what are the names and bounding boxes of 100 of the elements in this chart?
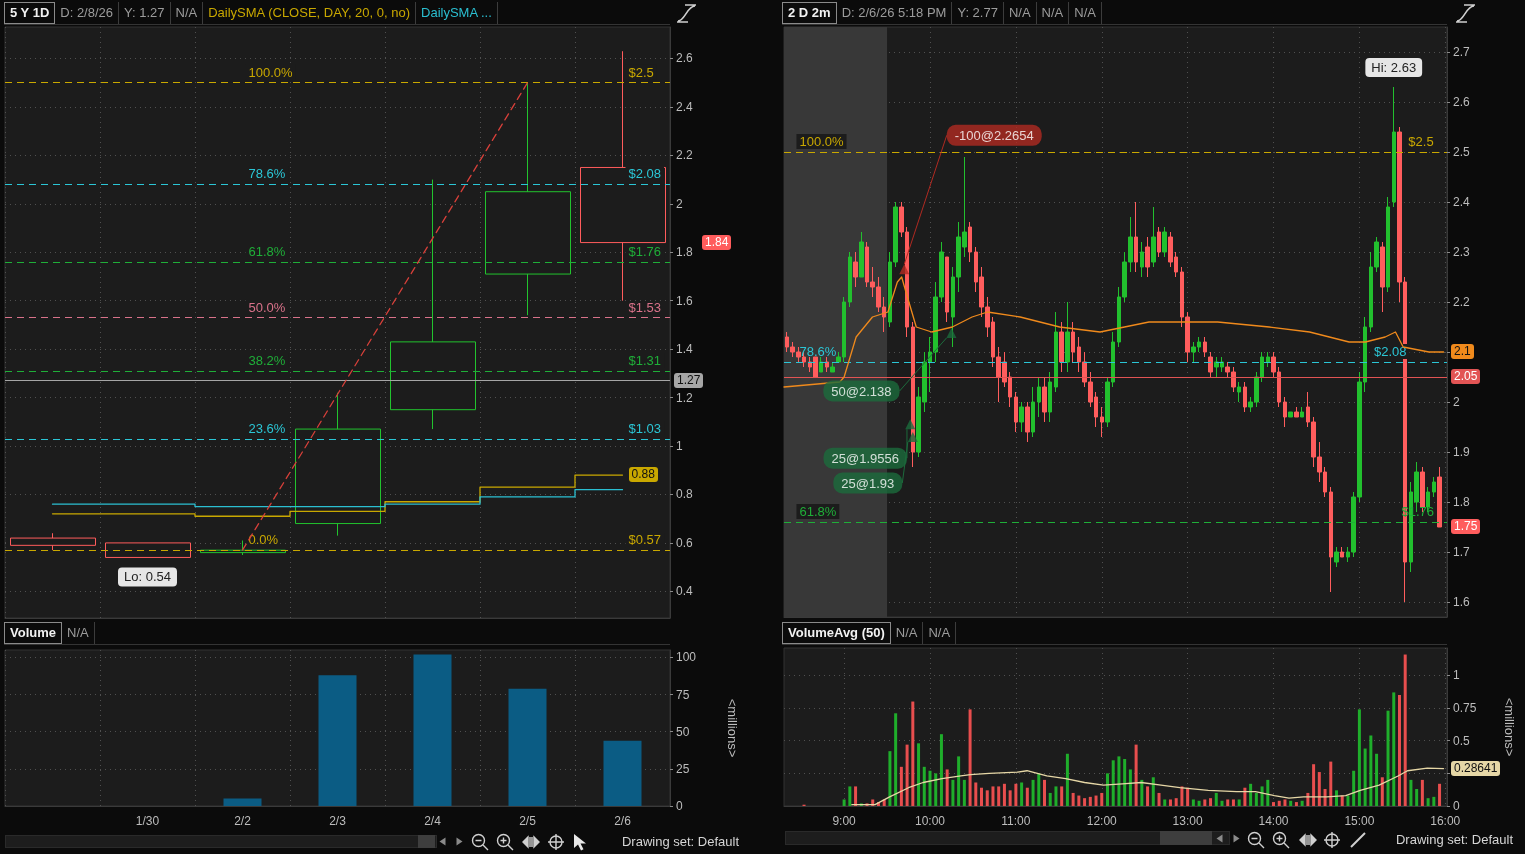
candlestick [1145,236,1150,278]
bar [1174,798,1178,806]
text: Drawing set: Default [621,834,739,850]
y-tick-label: 25 [676,761,690,776]
bar [1438,783,1442,806]
x-tick-label: 2/6 [614,814,632,828]
bar [974,782,978,806]
bar [1432,796,1436,806]
bar [1254,792,1258,806]
candlestick [1334,546,1339,568]
candlestick [105,542,191,558]
annotation: $0.57 [628,532,662,548]
x-tick-label: 9:00 [832,814,856,828]
bar [1283,799,1287,806]
candlestick [1140,241,1144,278]
candlestick [1054,311,1058,393]
candlestick [1059,321,1064,373]
bar [1397,695,1401,806]
annotation: $2.08 [1373,344,1407,359]
annotation: 0.0% [248,532,279,548]
candlestick [1329,486,1333,593]
annotation: 23.6% [248,420,286,436]
candlestick [1392,86,1396,208]
bar [939,734,943,806]
annotation: 61.8% [248,243,286,259]
text: N/A [1069,2,1102,24]
bar [1426,798,1430,806]
text: N/A [1003,2,1037,24]
x-tick-label: 11:00 [1001,814,1031,828]
y-tick-label: 1.9 [1453,445,1471,459]
data-label: 2.1 [1451,344,1474,359]
bar [1197,800,1201,806]
text: N/A [62,622,95,644]
candlestick [1100,406,1104,438]
candlestick [1071,321,1075,363]
annotation: 61.8% [799,504,837,519]
chart-title: VolumeAvg (50) [782,622,891,644]
point [899,264,910,275]
y-tick-label: 2.7 [1453,45,1471,59]
bar [1300,800,1304,806]
bar [1134,744,1138,806]
annotation: $1.76 [628,243,662,259]
bar [1054,786,1058,806]
bar [1140,779,1144,806]
chart-title: 2 D 2m [782,2,837,24]
bar [1260,786,1264,806]
bar [1077,795,1081,806]
x-tick-label: 2/3 [329,814,347,828]
bar [1008,790,1012,806]
y-tick-label: 2.4 [676,99,694,114]
candlestick [830,361,835,373]
bar [1071,792,1075,806]
bar [1105,773,1109,806]
bar [951,779,955,806]
x-tick-label: 2/5 [519,814,537,828]
annotation: 38.2% [248,352,286,368]
annotation: Hi: 2.63 [1371,60,1417,75]
bar [1312,764,1316,806]
y-tick-label: 0.6 [676,535,694,550]
candlestick [825,356,829,373]
bar [968,709,972,806]
y-tick-label: 50 [676,724,690,739]
bar [928,770,932,806]
bar [1386,710,1390,806]
y-tick-label: 2.3 [1453,245,1471,259]
candlestick [1025,401,1030,443]
candlestick [1151,206,1156,268]
candlestick [1157,226,1161,258]
data-label: 25@1.93 [841,475,895,491]
bar [1048,792,1052,806]
x-tick-label: 2/2 [234,814,252,828]
candlestick [390,179,476,430]
annotation: 50.0% [248,299,286,315]
y-tick-label: 1 [676,439,683,454]
bar [1123,758,1127,806]
candlestick [1340,546,1344,558]
bar [1214,792,1218,806]
bar [1346,795,1350,806]
data-label: 25@1.9556 [831,450,899,466]
bar [1243,787,1247,806]
candlestick [1031,386,1035,438]
annotation: $2.5 [1408,134,1434,149]
candlestick [1432,476,1436,498]
candlestick [485,82,571,316]
x-tick-label: 12:00 [1086,814,1117,828]
y-tick-label: 2.5 [1453,145,1471,159]
bar [922,766,926,806]
bar [1191,799,1195,806]
bar [1020,782,1024,806]
text: Y: 2.77 [952,2,1004,24]
candlestick [1294,406,1299,418]
candlestick [819,356,823,373]
text: N/A [1036,2,1070,24]
text: 1.84 [705,234,729,249]
bar [1249,783,1253,806]
annotation: 100.0% [799,134,844,149]
bar [1065,753,1069,806]
candlestick [1380,241,1385,313]
bar [603,740,642,806]
data-label: 0.28641 [1451,760,1501,776]
